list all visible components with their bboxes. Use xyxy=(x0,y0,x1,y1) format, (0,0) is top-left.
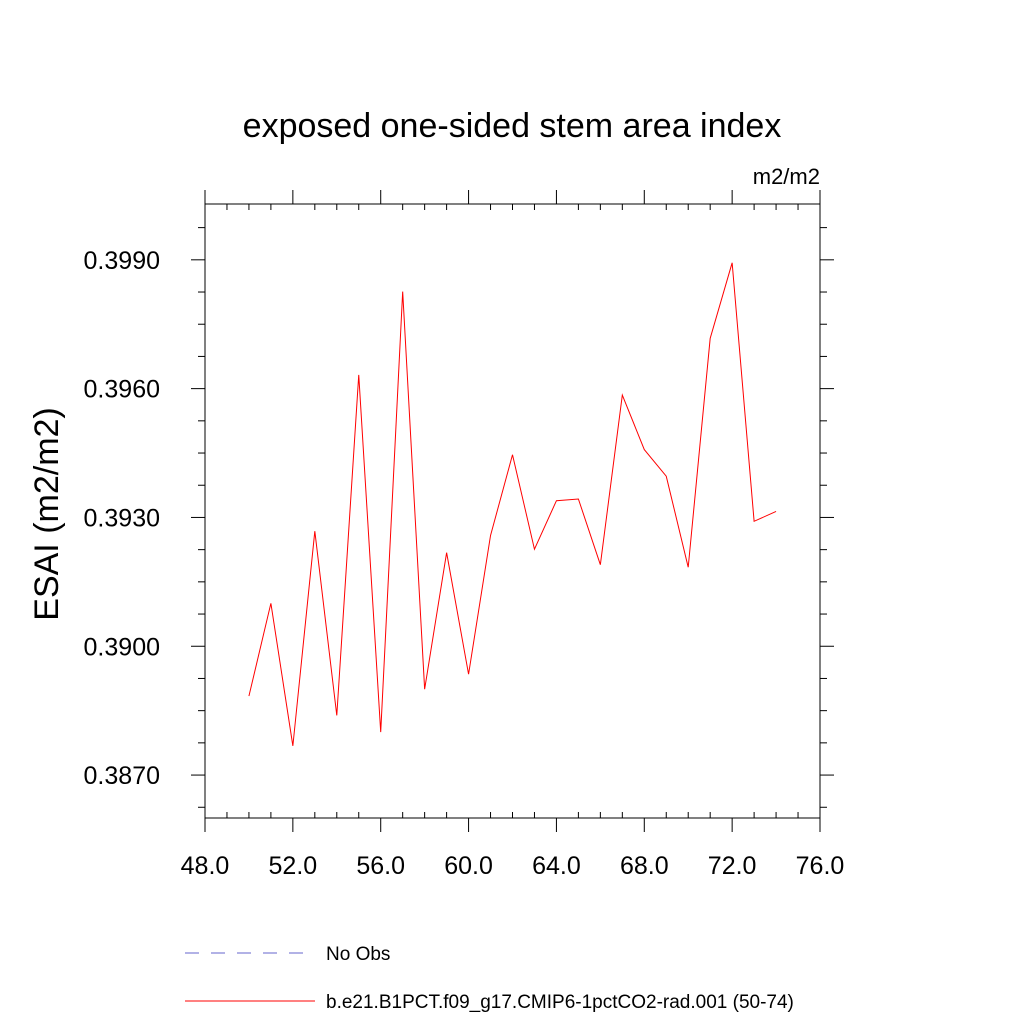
axis-tick-labels: 48.0 52.0 56.0 60.0 64.0 68.0 72.0 76.0 0.3870 0.… xyxy=(84,247,845,880)
chart-title: exposed one-sided stem area index xyxy=(243,107,782,145)
y-tick-label: 0.3930 xyxy=(84,504,160,532)
plot-frame xyxy=(204,203,821,819)
axis-ticks xyxy=(191,190,834,832)
x-tick-label: 52.0 xyxy=(269,852,318,880)
x-tick-label: 72.0 xyxy=(708,852,757,880)
y-tick-label: 0.3900 xyxy=(84,633,160,661)
x-tick-label: 48.0 xyxy=(181,852,230,880)
x-tick-label: 60.0 xyxy=(444,852,493,880)
y-tick-label: 0.3990 xyxy=(84,247,160,275)
x-tick-label: 68.0 xyxy=(620,852,669,880)
legend-label-no-obs: No Obs xyxy=(326,944,390,965)
y-axis-label: ESAI (m2/m2) xyxy=(28,407,66,620)
legend-label-model-run: b.e21.B1PCT.f09_g17.CMIP6-1pctCO2-rad.00… xyxy=(326,992,794,1013)
series-line xyxy=(248,262,777,746)
x-tick-label: 76.0 xyxy=(796,852,845,880)
x-tick-label: 56.0 xyxy=(356,852,405,880)
x-tick-label: 64.0 xyxy=(532,852,581,880)
units-label: m2/m2 xyxy=(753,164,820,189)
y-tick-label: 0.3960 xyxy=(84,376,160,404)
legend: No Obs b.e21.B1PCT.f09_g17.CMIP6-1pctCO2… xyxy=(185,944,794,1013)
y-tick-label: 0.3870 xyxy=(84,762,160,790)
series-layer xyxy=(248,262,777,746)
